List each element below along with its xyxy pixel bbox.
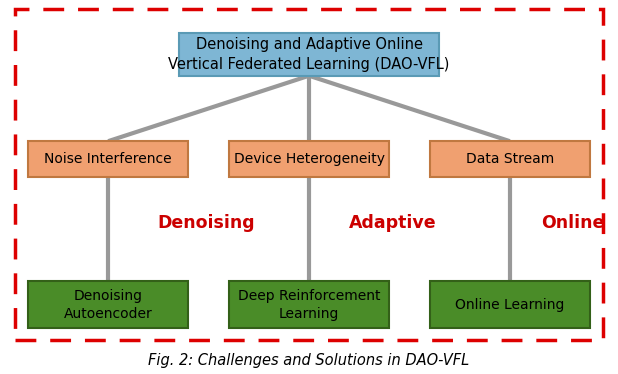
Text: Fig. 2: Challenges and Solutions in DAO-VFL: Fig. 2: Challenges and Solutions in DAO-… (148, 353, 470, 368)
Bar (15, 9, 603, 340)
FancyBboxPatch shape (430, 282, 590, 328)
Text: Data Stream: Data Stream (466, 152, 554, 166)
FancyBboxPatch shape (28, 141, 188, 177)
Text: Noise Interference: Noise Interference (44, 152, 172, 166)
Text: Device Heterogeneity: Device Heterogeneity (234, 152, 384, 166)
Text: Denoising: Denoising (158, 214, 255, 232)
FancyBboxPatch shape (28, 282, 188, 328)
Text: Online Learning: Online Learning (455, 298, 564, 312)
FancyBboxPatch shape (229, 282, 389, 328)
Text: Denoising
Autoencoder: Denoising Autoencoder (64, 289, 153, 321)
Text: Online: Online (541, 214, 604, 232)
FancyBboxPatch shape (430, 141, 590, 177)
Text: Denoising and Adaptive Online
Vertical Federated Learning (DAO-VFL): Denoising and Adaptive Online Vertical F… (168, 37, 450, 72)
Text: Adaptive: Adaptive (349, 214, 437, 232)
FancyBboxPatch shape (229, 141, 389, 177)
Text: Deep Reinforcement
Learning: Deep Reinforcement Learning (238, 289, 380, 321)
FancyBboxPatch shape (179, 33, 439, 76)
